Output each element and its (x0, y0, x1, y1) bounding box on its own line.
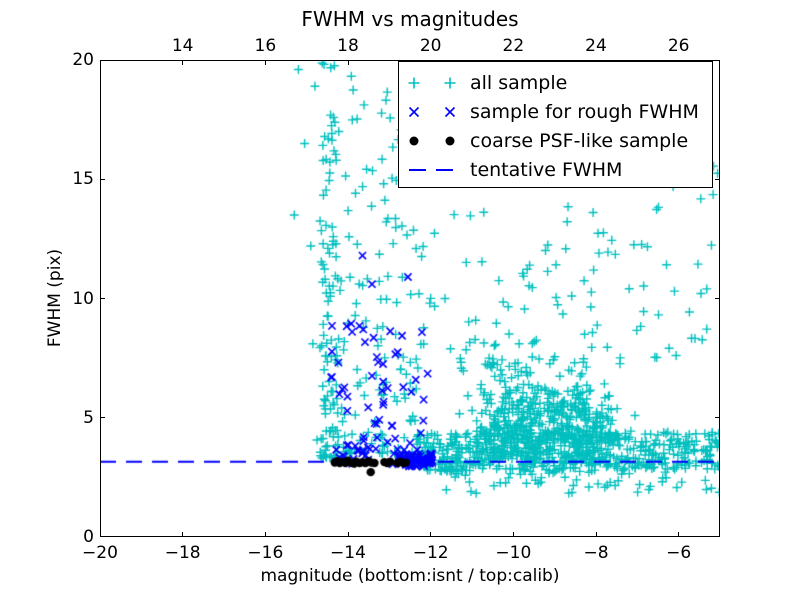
y-tick-label: 10 (72, 288, 94, 309)
x-marker-icon (444, 106, 456, 117)
y-tick-mark (100, 298, 105, 299)
y-tick-mark-right (715, 535, 720, 537)
x-tick-label: −20 (82, 543, 118, 563)
y-tick-mark (100, 59, 105, 61)
legend-item-psf-sample: coarse PSF-like sample (399, 126, 712, 155)
x-tick-label: −8 (583, 543, 609, 563)
x-tick-mark (347, 532, 349, 537)
x-tick-label: −14 (330, 543, 366, 563)
y-tick-mark (100, 178, 105, 180)
y-tick-mark-right (715, 417, 720, 419)
legend-label: all sample (470, 71, 568, 94)
y-tick-label: 5 (83, 407, 94, 428)
legend-item-tentative-fwhm: tentative FWHM (399, 155, 712, 184)
x-axis-label: magnitude (bottom:isnt / top:calib) (260, 566, 560, 586)
y-tick-label: 0 (83, 527, 94, 547)
x-tick-label: −6 (666, 543, 692, 563)
y-tick-label: 20 (72, 50, 94, 70)
legend-item-rough-fwhm: sample for rough FWHM (399, 97, 712, 126)
y-tick-label: 15 (72, 169, 94, 190)
top-tick-label: 16 (254, 36, 277, 56)
x-tick-label: −16 (247, 543, 284, 563)
y-tick-mark-right (715, 59, 720, 61)
plus-marker-icon (408, 77, 420, 88)
dot-marker-icon (445, 136, 455, 145)
y-tick-mark-right (715, 298, 720, 299)
x-tick-label: −12 (412, 543, 449, 563)
x-tick-label: −18 (164, 543, 201, 563)
x-tick-mark (678, 532, 680, 537)
dot-marker-icon (409, 136, 419, 145)
top-tick-label: 20 (419, 36, 442, 56)
top-tick-mark (347, 60, 349, 65)
top-tick-label: 14 (171, 36, 194, 56)
x-tick-mark (512, 532, 514, 537)
top-tick-label: 22 (502, 36, 525, 56)
y-tick-mark (100, 535, 105, 537)
x-tick-mark (595, 532, 597, 537)
legend-label: tentative FWHM (470, 158, 623, 181)
y-tick-mark-right (715, 178, 720, 180)
x-marker-icon (408, 106, 420, 117)
chart-title: FWHM vs magnitudes (301, 7, 519, 31)
top-tick-label: 26 (667, 36, 690, 56)
legend: all sample sample for rough FWHM (398, 61, 713, 188)
top-tick-mark (264, 60, 266, 65)
legend-item-all-sample: all sample (399, 68, 712, 97)
y-axis-label: FWHM (pix) (45, 248, 65, 348)
x-tick-mark (182, 532, 184, 537)
x-tick-label: −10 (495, 543, 532, 563)
dash-marker-icon (409, 168, 453, 171)
plus-marker-icon (444, 77, 456, 88)
legend-label: sample for rough FWHM (470, 100, 699, 123)
x-tick-mark (430, 532, 432, 537)
top-tick-label: 18 (337, 36, 359, 56)
legend-label: coarse PSF-like sample (470, 129, 689, 152)
top-tick-mark (182, 60, 184, 65)
top-tick-label: 24 (585, 36, 607, 56)
y-tick-mark (100, 417, 105, 419)
x-tick-mark (99, 532, 101, 537)
x-tick-mark (264, 532, 266, 537)
